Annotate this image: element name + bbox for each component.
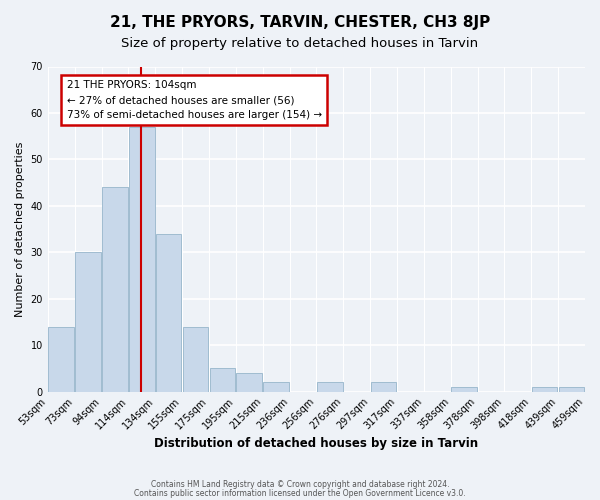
Text: Contains public sector information licensed under the Open Government Licence v3: Contains public sector information licen… — [134, 488, 466, 498]
Text: 21, THE PRYORS, TARVIN, CHESTER, CH3 8JP: 21, THE PRYORS, TARVIN, CHESTER, CH3 8JP — [110, 15, 490, 30]
Text: 21 THE PRYORS: 104sqm
← 27% of detached houses are smaller (56)
73% of semi-deta: 21 THE PRYORS: 104sqm ← 27% of detached … — [67, 80, 322, 120]
Bar — [76, 252, 101, 392]
Text: Contains HM Land Registry data © Crown copyright and database right 2024.: Contains HM Land Registry data © Crown c… — [151, 480, 449, 489]
Text: Size of property relative to detached houses in Tarvin: Size of property relative to detached ho… — [121, 38, 479, 51]
Bar — [102, 188, 128, 392]
Bar — [559, 387, 584, 392]
Bar — [183, 326, 208, 392]
Bar — [49, 326, 74, 392]
X-axis label: Distribution of detached houses by size in Tarvin: Distribution of detached houses by size … — [154, 437, 478, 450]
Bar — [209, 368, 235, 392]
Bar — [317, 382, 343, 392]
Bar — [156, 234, 181, 392]
Y-axis label: Number of detached properties: Number of detached properties — [15, 142, 25, 317]
Bar — [263, 382, 289, 392]
Bar — [129, 127, 155, 392]
Bar — [532, 387, 557, 392]
Bar — [236, 373, 262, 392]
Bar — [371, 382, 397, 392]
Bar — [451, 387, 477, 392]
